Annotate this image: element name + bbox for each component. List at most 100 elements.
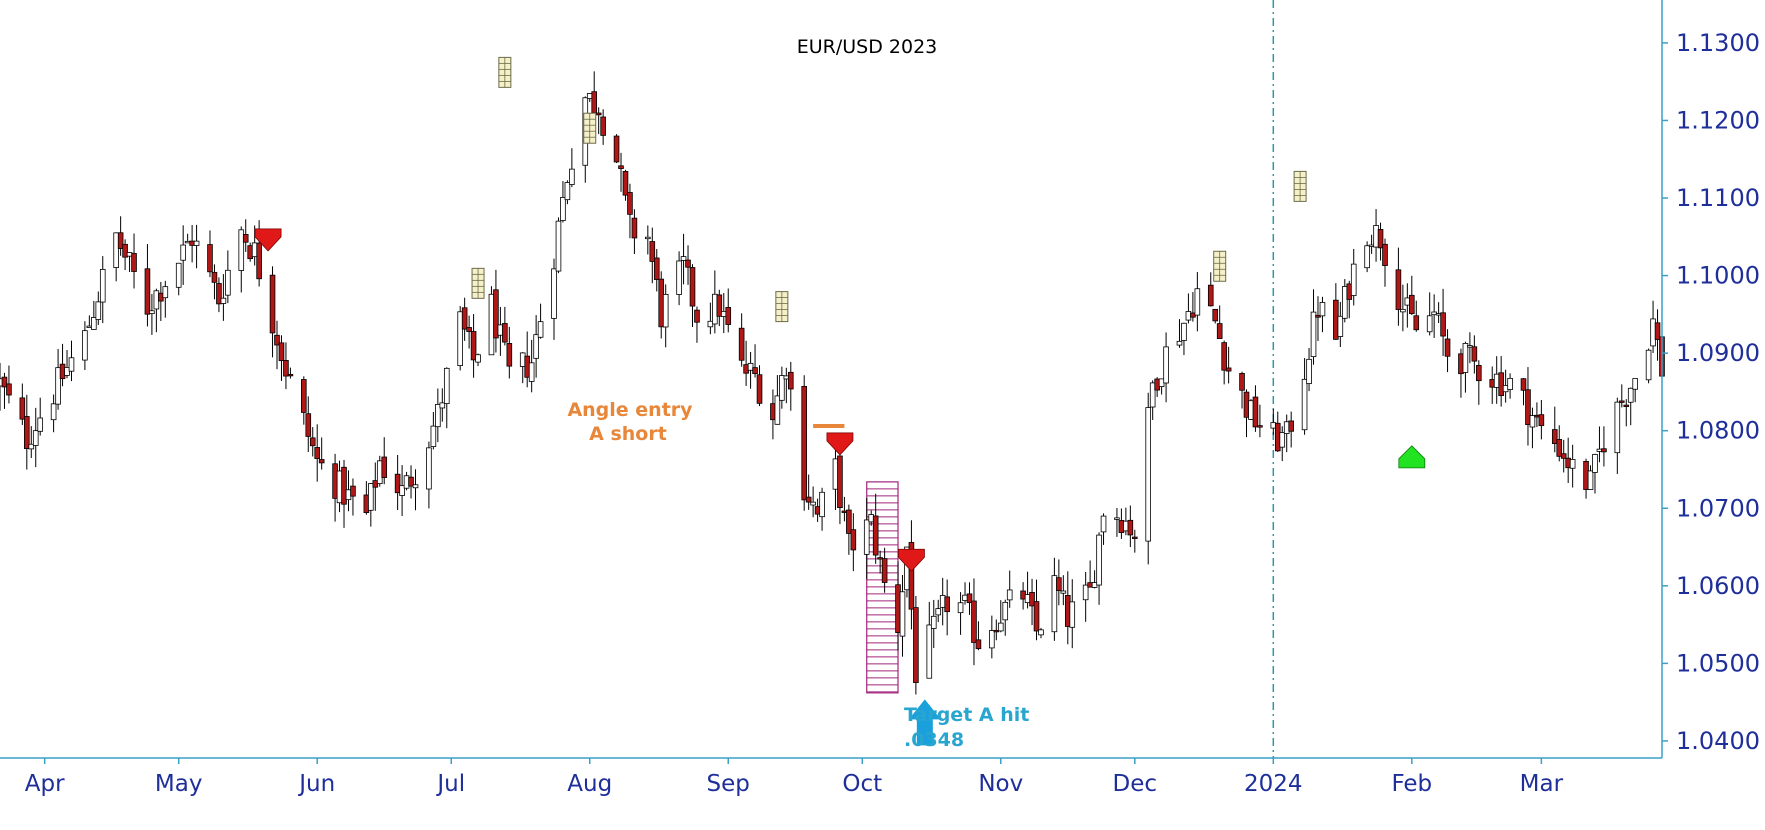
candle (341, 459, 347, 528)
candle (193, 224, 200, 269)
candle-body-down (725, 307, 732, 325)
candle (1409, 275, 1415, 315)
candle-body-up (99, 269, 106, 303)
x-tick-label: Sep (707, 771, 750, 797)
candle-body-down (1, 376, 8, 388)
candle (747, 352, 754, 389)
candle-body-down (1409, 294, 1415, 315)
candle (997, 600, 1004, 633)
candle (725, 288, 732, 333)
candle-body-down (881, 558, 888, 583)
candle (502, 306, 508, 346)
range-marker-icon (1213, 250, 1227, 282)
candle (1145, 392, 1152, 565)
candle-body-down (872, 515, 879, 556)
candle-body-down (274, 334, 280, 346)
candle-body-up (1337, 315, 1344, 337)
candle-body-up (926, 624, 933, 679)
candle-body-down (381, 456, 388, 478)
candle (394, 454, 401, 511)
candle (899, 574, 906, 657)
candle (180, 225, 186, 285)
candle (1082, 571, 1089, 622)
candle-body-down (470, 331, 477, 361)
candle (779, 366, 785, 409)
candle-body-down (627, 192, 633, 215)
candle (537, 303, 544, 339)
candle (144, 244, 151, 327)
candle (1569, 444, 1576, 488)
candle-body-down (1413, 315, 1420, 331)
chart-title: EUR/USD 2023 (797, 36, 938, 58)
candle-body-up (1400, 308, 1406, 313)
candle-body-up (1310, 311, 1317, 358)
candle (1601, 426, 1607, 467)
candle-body-up (1114, 517, 1120, 520)
candle-body-down (631, 217, 638, 239)
candle-body-up (1082, 584, 1089, 601)
candle (872, 493, 879, 564)
candle-body-down (502, 323, 508, 343)
candle (350, 478, 356, 516)
candle (1632, 378, 1638, 403)
candle-body-down (716, 294, 723, 317)
candle (278, 335, 285, 381)
candle (381, 437, 388, 485)
candle-body-down (314, 447, 321, 459)
candle-body-down (649, 241, 656, 262)
candle (32, 407, 39, 468)
candle (1002, 599, 1009, 636)
candle (555, 217, 562, 274)
candle-body-up (1364, 245, 1370, 269)
candle (926, 602, 933, 679)
candle (1096, 532, 1102, 605)
candle-body-down (1498, 372, 1504, 397)
x-tick-label: Nov (978, 771, 1023, 797)
candle-body-up (645, 236, 651, 240)
candle (631, 209, 638, 255)
candle (1279, 426, 1286, 462)
candle-body-down (1225, 367, 1232, 372)
candle (368, 482, 374, 527)
candle (6, 365, 12, 404)
candle (238, 226, 245, 293)
candle-body-down (19, 397, 26, 420)
candle-body-down (1216, 323, 1223, 339)
candle-body-up (1100, 515, 1107, 533)
candle (649, 227, 656, 284)
candle (1413, 300, 1420, 332)
candle-body-down (971, 600, 977, 643)
candle (399, 465, 405, 516)
candle-body-up (1627, 387, 1634, 403)
candle-body-up (997, 622, 1004, 632)
candle-body-up (1051, 575, 1058, 633)
candle-body-up (426, 447, 432, 490)
candle-body-down (305, 413, 312, 437)
candle (676, 251, 682, 306)
candle (944, 579, 950, 636)
x-tick-label: May (155, 771, 203, 797)
x-tick-label: Dec (1113, 771, 1158, 797)
range-marker-icon (1293, 170, 1307, 202)
entry-label-line1: Angle entry (567, 399, 693, 421)
candle (162, 280, 169, 318)
candle-body-up (1306, 358, 1312, 384)
candle (1395, 247, 1402, 326)
range-marker-icon (775, 291, 789, 323)
candle (207, 230, 213, 278)
candle-body-up (1006, 589, 1013, 601)
x-tick-label: 2024 (1244, 771, 1303, 797)
candle (1127, 505, 1134, 548)
candle-body-up (37, 417, 44, 432)
candle-body-down (408, 476, 414, 487)
candle (1252, 385, 1259, 432)
candle-body-down (689, 267, 696, 307)
candle-body-down (1132, 536, 1138, 539)
y-tick-label: 1.0800 (1676, 417, 1760, 445)
x-tick-label: Aug (567, 771, 612, 797)
candle-body-up (819, 491, 825, 518)
candle-body-down (1056, 577, 1062, 591)
candle-body-up (1149, 382, 1156, 408)
candle (569, 148, 575, 188)
